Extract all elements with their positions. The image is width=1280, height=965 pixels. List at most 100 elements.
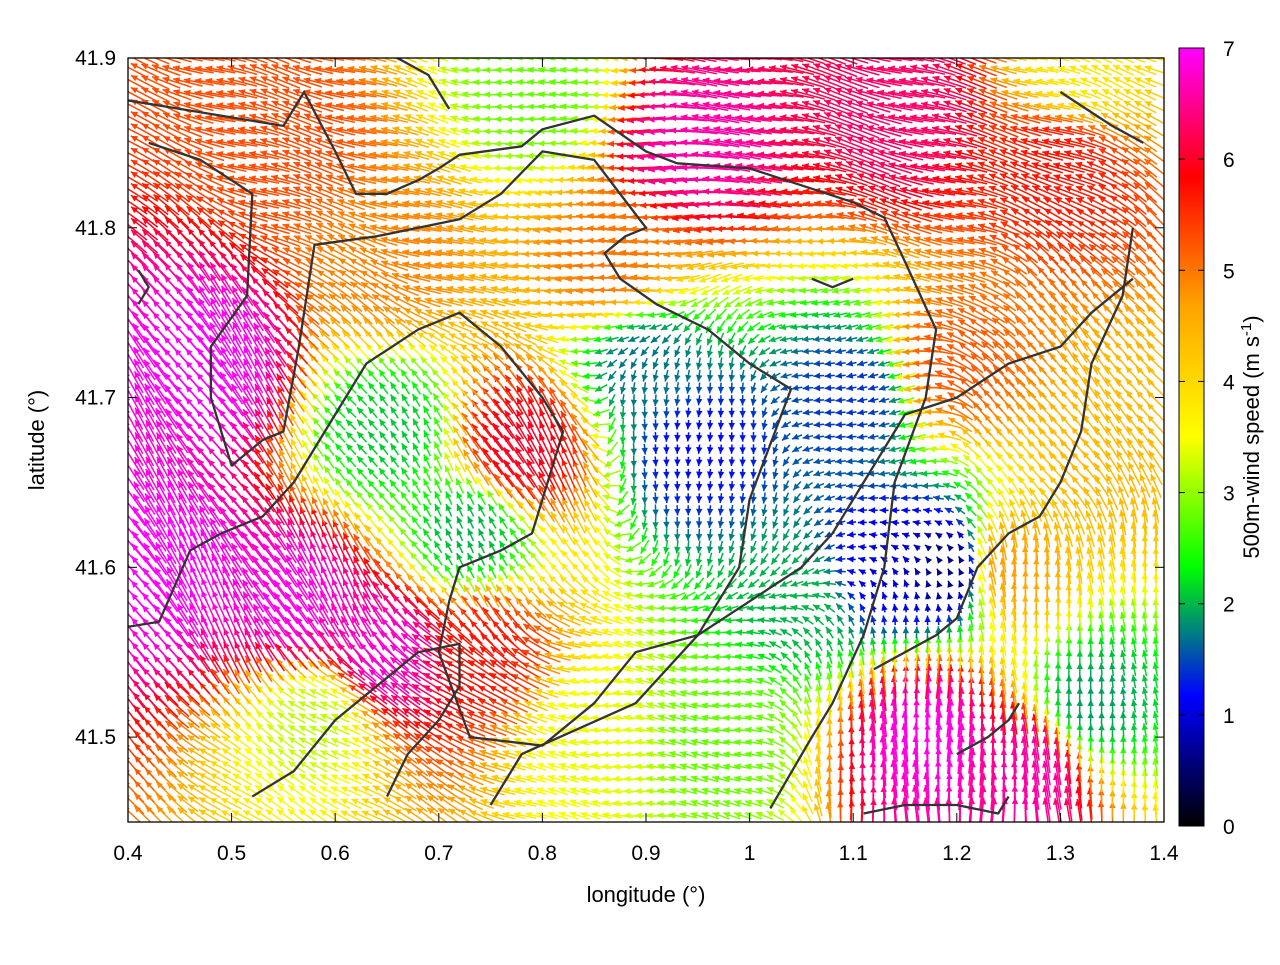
wind-arrow <box>712 787 730 795</box>
wind-arrow <box>187 795 210 812</box>
wind-arrow <box>491 811 516 820</box>
wind-arrow <box>329 809 351 822</box>
wind-arrow <box>547 787 568 796</box>
wind-arrow <box>690 775 708 783</box>
wind-arrow <box>777 797 795 811</box>
wind-arrow <box>712 812 730 820</box>
wind-arrow <box>298 784 317 799</box>
wind-arrow <box>802 780 814 803</box>
wind-arrow <box>679 812 698 819</box>
wind-arrow <box>668 775 687 783</box>
wind-arrow <box>243 784 263 798</box>
wind-arrow <box>231 785 253 798</box>
wind-arrow <box>198 808 221 822</box>
wind-arrow <box>372 785 395 798</box>
wind-arrow <box>525 774 547 784</box>
wind-arrow <box>513 811 537 819</box>
wind-arrow <box>733 812 752 820</box>
wind-arrow <box>298 772 317 786</box>
wind-arrow <box>722 812 741 820</box>
wind-arrow <box>447 795 472 812</box>
wind-arrow <box>668 800 687 807</box>
wind-arrow <box>254 772 274 787</box>
wind-arrow <box>536 811 558 820</box>
wind-arrow <box>457 772 484 786</box>
wind-arrow <box>733 787 752 795</box>
wind-arrow <box>701 787 719 795</box>
wind-arrow <box>209 797 232 810</box>
wind-arrow <box>580 811 601 820</box>
wind-arrow <box>558 799 579 808</box>
wind-arrow <box>690 787 708 795</box>
wind-arrow <box>468 773 495 785</box>
wind-arrow <box>766 810 785 822</box>
wind-arrow <box>287 772 306 786</box>
wind-arrow <box>513 787 537 795</box>
wind-arrow <box>209 785 232 798</box>
wind-arrow <box>569 787 590 796</box>
wind-arrow <box>524 811 547 820</box>
wind-arrow <box>789 795 805 813</box>
wind-arrow <box>415 769 440 789</box>
wind-arrow <box>701 812 719 820</box>
wind-arrow <box>447 783 473 799</box>
wind-arrow <box>569 811 590 820</box>
wind-arrow <box>712 799 730 808</box>
wind-arrow <box>209 809 232 822</box>
wind-arrow <box>547 811 569 820</box>
wind-arrow <box>220 797 243 810</box>
wind-arrow <box>790 782 804 801</box>
wind-arrow <box>491 774 516 784</box>
wind-arrow <box>744 812 763 820</box>
wind-arrow <box>536 799 558 808</box>
wind-arrow <box>155 768 177 790</box>
wind-arrow <box>558 787 579 796</box>
wind-arrow <box>287 784 306 799</box>
wind-arrow <box>722 799 741 808</box>
wind-arrow <box>437 807 459 822</box>
wind-arrow <box>502 811 526 820</box>
wind-arrow <box>319 773 339 785</box>
wind-arrow <box>744 775 763 782</box>
wind-arrow <box>187 807 209 822</box>
wind-arrow <box>547 799 569 808</box>
wind-arrow <box>329 798 351 810</box>
wind-arrow <box>404 770 428 789</box>
wind-arrow <box>372 797 396 810</box>
wind-arrow <box>393 783 417 800</box>
wind-arrow <box>525 799 547 808</box>
wind-arrow <box>458 809 483 822</box>
wind-arrow <box>580 787 601 795</box>
wind-arrow <box>514 774 537 783</box>
wind-arrow <box>404 807 427 822</box>
wind-arrow <box>415 782 439 801</box>
wind-arrow <box>243 797 264 810</box>
wind-arrow <box>276 784 295 799</box>
wind-arrow <box>266 772 284 787</box>
wind-arrow <box>287 808 306 822</box>
wind-arrow <box>536 774 558 784</box>
wind-arrow <box>231 809 253 822</box>
wind-arrow <box>744 787 763 795</box>
wind-arrow <box>287 796 306 811</box>
wind-arrow <box>525 787 547 796</box>
wind-arrow <box>558 775 579 784</box>
wind-arrow <box>133 805 152 822</box>
wind-arrow <box>383 784 406 799</box>
wind-arrow <box>242 809 264 822</box>
wind-arrow <box>690 812 709 820</box>
wind-arrow <box>679 787 698 795</box>
wind-arrow <box>480 811 505 821</box>
wind-arrow <box>155 805 174 822</box>
wind-arrow <box>701 775 719 783</box>
wind-arrow <box>340 774 362 785</box>
wind-arrow <box>330 786 351 797</box>
wind-arrow <box>350 810 374 822</box>
wind-arrow <box>679 799 698 807</box>
wind-arrow <box>340 786 362 797</box>
wind-arrow <box>319 785 339 798</box>
wind-arrow <box>319 797 339 810</box>
wind-arrow <box>404 782 428 801</box>
wind-arrow <box>448 808 472 822</box>
